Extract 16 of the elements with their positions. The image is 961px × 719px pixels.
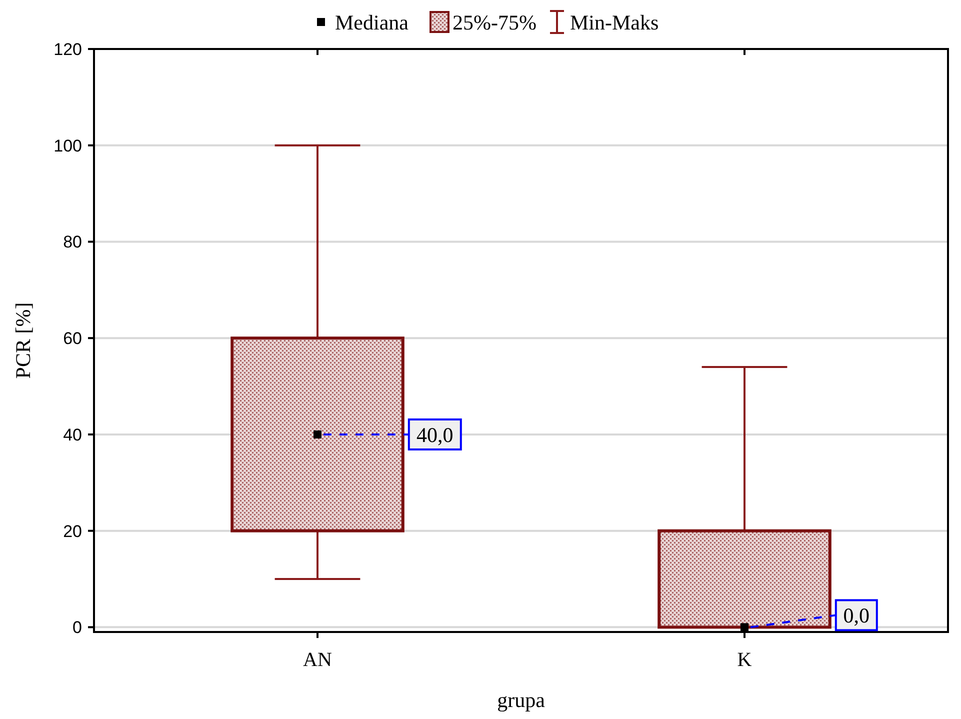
text: Min-Maks	[570, 10, 659, 34]
y-tick-label: 40	[63, 425, 82, 444]
x-axis-title: grupa	[497, 688, 546, 712]
legend-label: 25%-75%	[452, 10, 536, 34]
y-tick-label: 60	[63, 329, 82, 348]
y-tick-label: 20	[63, 522, 82, 541]
x-tick-label: AN	[303, 649, 332, 671]
annotation: 40,0	[416, 422, 454, 447]
x-tick-label: K	[737, 649, 752, 671]
annotation: 0,0	[843, 604, 870, 628]
y-tick-label: 100	[54, 136, 82, 156]
y-tick-label: 120	[54, 40, 82, 59]
y-axis-title: PCR [%]	[11, 302, 35, 379]
y-tick-label: 0	[72, 618, 82, 638]
text: Mediana	[335, 10, 410, 34]
y-tick-label: 80	[63, 232, 82, 252]
